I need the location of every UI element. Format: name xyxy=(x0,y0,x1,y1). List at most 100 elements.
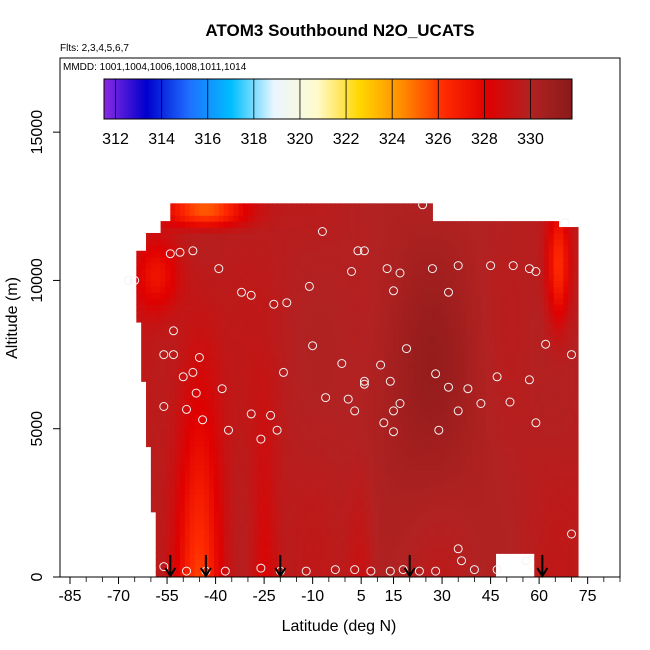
sample-point xyxy=(182,404,191,414)
sample-point xyxy=(350,406,360,416)
sample-point xyxy=(395,268,405,278)
sample-point xyxy=(237,287,246,297)
sample-point xyxy=(476,399,486,408)
x-tick-label: 15 xyxy=(385,588,403,605)
sample-point xyxy=(359,379,369,389)
profile-arrow xyxy=(403,555,416,578)
sample-point xyxy=(453,544,463,554)
chart-title: ATOM3 Southbound N2O_UCATS xyxy=(205,21,474,40)
sample-point xyxy=(159,562,169,572)
x-tick-label: 60 xyxy=(530,588,548,605)
sample-point xyxy=(508,261,518,271)
colorbar-tick-label: 318 xyxy=(241,131,268,148)
sample-point xyxy=(431,566,441,576)
sample-point xyxy=(431,369,441,379)
sample-point xyxy=(191,388,201,398)
sample-points xyxy=(123,200,576,576)
sample-point xyxy=(266,410,276,420)
y-axis: 0 5000 10000 15000 xyxy=(29,110,60,581)
sample-point xyxy=(531,267,541,276)
sample-point xyxy=(389,427,398,437)
sample-point xyxy=(182,566,191,576)
sample-point xyxy=(376,360,386,370)
sample-point xyxy=(282,298,292,308)
sample-point xyxy=(444,287,453,297)
x-tick-label: 30 xyxy=(433,588,451,605)
sample-point xyxy=(343,394,353,404)
colorbar-tick-label: 328 xyxy=(471,131,498,148)
sample-point xyxy=(359,246,369,256)
sample-point xyxy=(486,261,496,271)
sample-point xyxy=(353,246,363,256)
sample-point xyxy=(434,425,444,435)
sample-point xyxy=(188,246,198,256)
sample-point xyxy=(246,409,256,419)
x-axis-label: Latitude (deg N) xyxy=(282,618,397,635)
x-tick-label: -40 xyxy=(204,588,227,605)
colorbar-tick-label: 326 xyxy=(425,131,452,148)
sample-point xyxy=(567,350,576,360)
sample-point xyxy=(337,359,347,368)
sample-point xyxy=(165,249,175,259)
x-tick-label: -10 xyxy=(301,588,324,605)
sample-point xyxy=(123,275,133,285)
colorbar-tick-label: 324 xyxy=(379,131,406,148)
sample-point xyxy=(159,402,169,411)
sample-point xyxy=(350,565,360,575)
sample-point xyxy=(321,393,331,403)
sample-point xyxy=(395,399,405,408)
sample-point xyxy=(269,299,279,309)
sample-point xyxy=(194,353,204,362)
sample-point xyxy=(505,397,515,407)
sample-point xyxy=(256,434,266,444)
x-axis: -85 -70 -55 -40 -25 -10 5 15 30 45 60 75 xyxy=(58,577,621,605)
sample-point xyxy=(347,267,356,276)
colorbar-gradient xyxy=(103,78,573,120)
sample-point xyxy=(308,341,318,351)
dates-note: MMDD: 1001,1004,1006,1008,1011,1014 xyxy=(63,62,247,73)
sample-point xyxy=(246,290,256,300)
sample-point xyxy=(521,556,531,566)
sample-point xyxy=(366,566,376,576)
sample-point xyxy=(279,367,288,377)
profile-arrow xyxy=(200,555,212,578)
sample-point xyxy=(178,372,188,382)
sample-point xyxy=(220,566,230,576)
flights-note: Flts: 2,3,4,5,6,7 xyxy=(60,43,129,54)
sample-point xyxy=(418,200,428,210)
colorbar-tick-label: 322 xyxy=(333,131,360,148)
sample-point xyxy=(169,326,178,336)
y-tick-label: 5000 xyxy=(29,411,46,447)
x-tick-label: 45 xyxy=(482,588,500,605)
y-tick-label: 0 xyxy=(29,572,46,581)
sample-point xyxy=(359,376,369,386)
sample-point xyxy=(301,566,311,576)
sample-point xyxy=(469,565,479,575)
n2o-field xyxy=(136,203,579,577)
sample-point xyxy=(453,261,463,271)
x-tick-label: -70 xyxy=(107,588,130,605)
plot-frame xyxy=(59,57,621,578)
sample-point xyxy=(317,227,327,236)
colorbar-tick-label: 316 xyxy=(194,131,221,148)
sample-point xyxy=(272,425,282,435)
colorbar-tick-label: 320 xyxy=(287,131,314,148)
sample-point xyxy=(389,406,398,416)
sample-point xyxy=(217,384,227,394)
sample-point xyxy=(492,372,502,382)
sample-point xyxy=(130,275,140,285)
colorbar-tick-label: 314 xyxy=(148,131,175,148)
sample-point xyxy=(402,344,411,354)
sample-point xyxy=(389,286,398,296)
sample-point xyxy=(330,565,340,575)
sample-point xyxy=(256,563,266,573)
sample-point xyxy=(492,565,502,575)
sample-point xyxy=(524,375,534,385)
sample-point xyxy=(567,529,576,539)
sample-point xyxy=(214,264,224,274)
sample-point xyxy=(427,264,437,274)
y-axis-label: Altitude (m) xyxy=(4,277,21,359)
sample-point xyxy=(385,376,395,386)
x-tick-label: -85 xyxy=(58,588,81,605)
y-tick-label: 10000 xyxy=(29,258,46,303)
